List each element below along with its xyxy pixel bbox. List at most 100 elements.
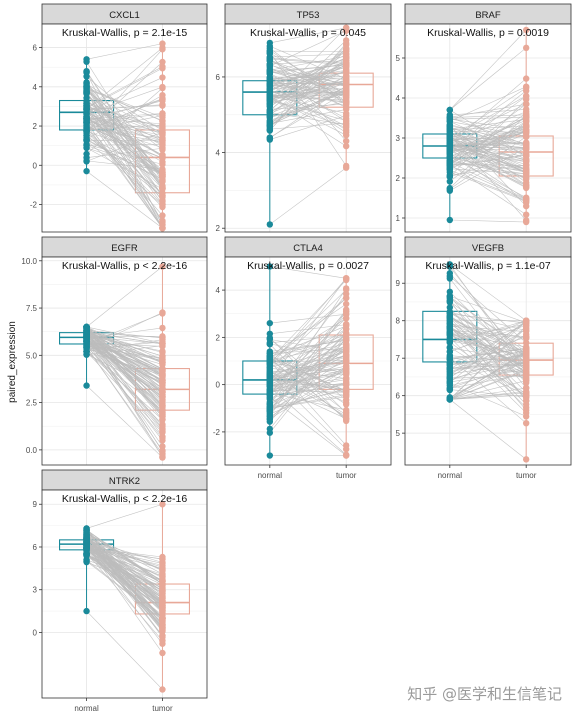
paired-lines bbox=[86, 503, 163, 690]
paired-line bbox=[86, 43, 163, 60]
paired-line bbox=[269, 51, 347, 167]
paired-line bbox=[86, 531, 163, 585]
tumor-point bbox=[342, 286, 350, 293]
paired-line bbox=[269, 334, 347, 365]
paired-line bbox=[86, 109, 163, 127]
paired-line bbox=[449, 296, 527, 353]
facet-strip-label: CXCL1 bbox=[109, 10, 140, 21]
paired-points bbox=[83, 40, 166, 232]
paired-line bbox=[449, 168, 527, 175]
tumor-point bbox=[342, 415, 350, 422]
paired-line bbox=[449, 116, 527, 120]
tumor-point bbox=[159, 334, 166, 342]
paired-line bbox=[86, 343, 163, 383]
normal-point bbox=[446, 111, 454, 119]
paired-line bbox=[269, 66, 347, 95]
paired-line bbox=[269, 75, 347, 113]
tumor-point bbox=[159, 44, 166, 52]
tumor-point bbox=[522, 388, 530, 395]
paired-line bbox=[86, 539, 163, 563]
facet-panel-ntrk2: NTRK2 Kruskal-Wallis, p < 2.2e-16 0 3 6 9 norm… bbox=[33, 469, 208, 713]
y-tick-label: 2 bbox=[396, 174, 401, 183]
normal-point bbox=[446, 384, 454, 392]
normal-point bbox=[83, 85, 90, 92]
y-tick-label: 4 bbox=[33, 83, 38, 92]
paired-line bbox=[86, 91, 163, 134]
paired-line bbox=[269, 53, 347, 58]
paired-line bbox=[449, 300, 527, 402]
tumor-point bbox=[342, 387, 350, 395]
normal-point bbox=[83, 350, 90, 358]
paired-line bbox=[449, 95, 527, 139]
tumor-point bbox=[522, 92, 530, 100]
tumor-point bbox=[159, 624, 166, 631]
paired-line bbox=[269, 373, 347, 387]
normal-point bbox=[446, 153, 454, 160]
kruskal-wallis-annotation: Kruskal-Wallis, p = 0.0019 bbox=[427, 27, 549, 39]
paired-line bbox=[269, 83, 347, 90]
paired-line bbox=[86, 105, 163, 146]
normal-point bbox=[266, 136, 274, 143]
paired-points bbox=[446, 26, 530, 226]
tumor-point bbox=[522, 419, 530, 427]
paired-line bbox=[269, 338, 347, 357]
facet-panel-vegfb: VEGFB Kruskal-Wallis, p = 1.1e-07 5 6 7 8 9 nor… bbox=[396, 236, 572, 480]
paired-line bbox=[86, 546, 163, 602]
paired-line bbox=[86, 331, 163, 364]
paired-line bbox=[86, 98, 163, 122]
tumor-point bbox=[159, 137, 166, 145]
paired-line bbox=[86, 533, 163, 572]
tumor-point bbox=[159, 437, 166, 444]
normal-point bbox=[83, 158, 90, 165]
facet-strip-label: CTLA4 bbox=[293, 243, 323, 254]
normal-point bbox=[83, 533, 90, 540]
paired-line bbox=[449, 399, 527, 460]
normal-point bbox=[266, 80, 274, 87]
paired-line bbox=[449, 147, 527, 169]
normal-point bbox=[446, 166, 454, 174]
paired-line bbox=[449, 357, 527, 424]
paired-line bbox=[449, 328, 527, 381]
paired-line bbox=[86, 331, 163, 345]
panel-border bbox=[41, 489, 208, 699]
paired-line bbox=[449, 360, 527, 400]
tumor-point bbox=[159, 632, 166, 639]
normal-point bbox=[83, 607, 90, 615]
paired-line bbox=[86, 353, 163, 393]
paired-line bbox=[449, 325, 527, 400]
paired-line bbox=[449, 219, 527, 223]
tumor-point bbox=[342, 72, 350, 80]
paired-line bbox=[269, 58, 347, 88]
paired-line bbox=[449, 375, 527, 379]
tumor-point bbox=[342, 359, 350, 367]
paired-line bbox=[449, 117, 527, 153]
panel-border bbox=[404, 23, 572, 233]
tumor-point bbox=[522, 26, 530, 34]
tumor-point bbox=[159, 120, 166, 128]
paired-line bbox=[86, 61, 163, 132]
paired-line bbox=[449, 336, 527, 364]
panel-background bbox=[225, 24, 391, 232]
paired-line bbox=[449, 301, 527, 358]
paired-lines bbox=[269, 266, 347, 456]
paired-line bbox=[86, 125, 163, 229]
paired-line bbox=[86, 338, 163, 396]
paired-line bbox=[449, 362, 527, 379]
paired-points bbox=[266, 24, 350, 228]
paired-line bbox=[449, 321, 527, 391]
paired-line bbox=[86, 326, 163, 360]
paired-line bbox=[449, 317, 527, 393]
y-tick-label: 4 bbox=[216, 286, 221, 295]
tumor-point bbox=[159, 400, 166, 407]
tumor-point bbox=[159, 578, 166, 585]
facet-panel-braf: BRAF Kruskal-Wallis, p = 0.0019 1 2 3 4 5 bbox=[396, 3, 572, 233]
paired-line bbox=[269, 386, 347, 455]
normal-point bbox=[83, 113, 90, 120]
y-tick-label: 7 bbox=[396, 354, 401, 363]
paired-line bbox=[86, 537, 163, 601]
paired-line bbox=[86, 139, 163, 180]
tumor-point bbox=[159, 221, 166, 229]
paired-line bbox=[269, 85, 347, 139]
paired-line bbox=[269, 346, 347, 390]
normal-point bbox=[446, 359, 454, 366]
